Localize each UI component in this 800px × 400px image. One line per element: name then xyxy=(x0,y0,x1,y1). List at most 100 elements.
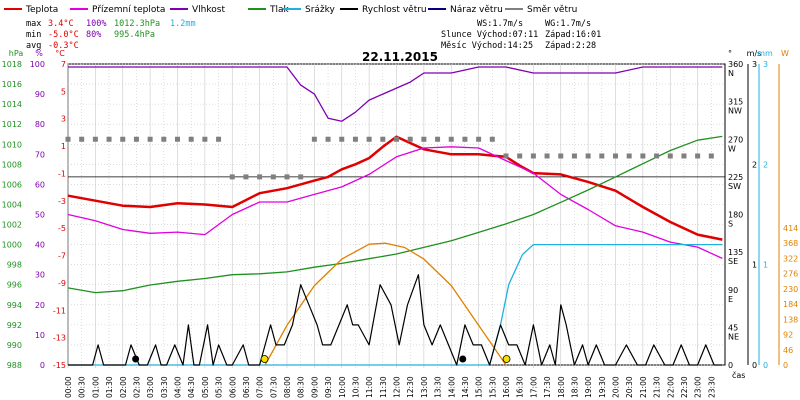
x-tick-label: 13:00 xyxy=(420,376,429,398)
axis-title-hpa: hPa xyxy=(9,49,24,58)
legend-label-1: Přízemní teplota xyxy=(92,5,165,15)
axis-title-wind: m/s xyxy=(747,49,762,58)
wind-direction-point xyxy=(503,153,509,159)
series-line-5 xyxy=(264,242,507,366)
axis-tick-temp: 5 xyxy=(61,87,66,96)
legend-label-2: Vlhkost xyxy=(192,5,225,15)
axes: hPa1018101610141012101010081006100410021… xyxy=(2,49,799,398)
x-tick-label: 22:30 xyxy=(680,376,689,398)
axis-tick-rain: 2 xyxy=(763,160,768,169)
x-tick-label: 08:00 xyxy=(283,376,292,398)
wind-direction-point xyxy=(476,136,482,142)
axis-tick-hpa: 1008 xyxy=(2,160,22,169)
axis-tick-hpa: 1002 xyxy=(2,221,22,230)
wind-direction-point xyxy=(517,153,523,159)
axis-tick-pct: 90 xyxy=(35,90,45,99)
legend-label-7: Směr větru xyxy=(527,5,577,15)
axis-tick-temp: 3 xyxy=(61,115,66,124)
axis-tick-dir: 45 xyxy=(728,323,738,332)
x-tick-label: 16:30 xyxy=(516,376,525,398)
info-block: WS:1.7m/s WG:1.7m/s Slunce Východ:07:11 … xyxy=(441,19,601,51)
axis-tick-wind: 3 xyxy=(752,60,757,69)
axis-tick-dirname: NE xyxy=(728,332,739,341)
axis-tick-dirname: NW xyxy=(728,107,742,116)
chart-title: 22.11.2015 xyxy=(362,50,438,64)
wind-direction-point xyxy=(257,174,263,180)
info-sun-rise: Slunce Východ:07:11 xyxy=(441,30,538,40)
x-tick-label: 23:00 xyxy=(694,376,703,398)
x-tick-label: 12:00 xyxy=(393,376,402,398)
stat-min-press: 995.4hPa xyxy=(114,30,155,40)
axis-tick-temp: 7 xyxy=(61,60,66,69)
markers xyxy=(132,355,511,363)
axis-tick-temp: -3 xyxy=(58,197,66,206)
wind-direction-point xyxy=(284,174,290,180)
x-tick-label: 05:00 xyxy=(201,376,210,398)
x-tick-label: 10:00 xyxy=(338,376,347,398)
x-tick-label: 01:30 xyxy=(105,376,114,398)
axis-tick-pct: 0 xyxy=(40,361,45,370)
axis-tick-wind: 2 xyxy=(752,160,757,169)
wind-direction-point xyxy=(695,153,701,159)
wind-direction-point xyxy=(640,153,646,159)
x-tick-label: 13:30 xyxy=(434,376,443,398)
x-tick-label: 07:30 xyxy=(269,376,278,398)
axis-tick-hpa: 1000 xyxy=(2,241,22,250)
wind-direction-point xyxy=(530,153,536,159)
x-tick-label: 16:00 xyxy=(502,376,511,398)
stat-max-hum: 100% xyxy=(86,19,106,29)
axis-tick-hpa: 996 xyxy=(7,281,22,290)
x-tick-label: 04:00 xyxy=(174,376,183,398)
axis-tick-dirname: SW xyxy=(728,182,741,191)
axis-tick-hpa: 1016 xyxy=(2,80,22,89)
series-line-2 xyxy=(68,66,723,122)
wind-direction-point xyxy=(311,136,317,142)
wind-direction-point xyxy=(380,136,386,142)
wind-direction-point xyxy=(448,136,454,142)
wind-direction-point xyxy=(120,136,126,142)
sunset-marker xyxy=(502,355,511,363)
stat-min-hum: 80% xyxy=(86,30,101,40)
axis-tick-dirname: E xyxy=(728,295,733,304)
x-tick-label: 14:00 xyxy=(447,376,456,398)
wind-direction-point xyxy=(175,136,180,142)
x-tick-label: 15:30 xyxy=(488,376,497,398)
axis-tick-temp: -11 xyxy=(53,306,66,315)
axis-tick-pct: 40 xyxy=(35,241,45,250)
stat-min-label: min xyxy=(26,30,41,40)
wind-direction-point xyxy=(325,136,331,142)
wind-direction-point xyxy=(216,136,222,142)
series-line-3 xyxy=(67,135,723,294)
axis-tick-temp: -7 xyxy=(58,252,66,261)
wind-direction-point xyxy=(613,153,618,159)
wind-direction-point xyxy=(188,136,194,142)
x-tick-label: 11:00 xyxy=(365,376,374,398)
series-line-0 xyxy=(67,135,723,241)
x-tick-label: 17:00 xyxy=(529,376,538,398)
axis-tick-temp: -15 xyxy=(53,361,66,370)
axis-tick-sun: 92 xyxy=(783,331,793,340)
axis-tick-rain: 3 xyxy=(763,60,768,69)
wind-direction-point xyxy=(681,153,687,159)
axis-title-dir: ° xyxy=(728,49,732,58)
wind-direction-point xyxy=(65,136,71,142)
x-tick-label: 17:30 xyxy=(543,376,552,398)
stats-block: max 3.4°C 100% 1012.3hPa 1.2mm min -5.0°… xyxy=(26,19,196,51)
stat-max-press: 1012.3hPa xyxy=(114,19,160,29)
wind-direction-point xyxy=(92,136,98,142)
wind-direction-point xyxy=(229,174,235,180)
x-tick-label: 12:30 xyxy=(406,376,415,398)
axis-title-pct: % xyxy=(35,49,43,58)
x-tick-label: 00:30 xyxy=(78,376,87,398)
axis-title-rain: mm xyxy=(757,49,773,58)
legend-label-3: Tlak xyxy=(269,5,290,15)
axis-tick-sun: 368 xyxy=(783,239,798,248)
wind-direction-point xyxy=(270,174,276,180)
axis-tick-hpa: 994 xyxy=(7,301,22,310)
series-line-6 xyxy=(68,274,723,366)
axis-tick-sun: 0 xyxy=(783,361,788,370)
x-tick-label: 19:00 xyxy=(584,376,593,398)
axis-tick-pct: 10 xyxy=(35,331,45,340)
wind-direction-point xyxy=(298,174,304,180)
